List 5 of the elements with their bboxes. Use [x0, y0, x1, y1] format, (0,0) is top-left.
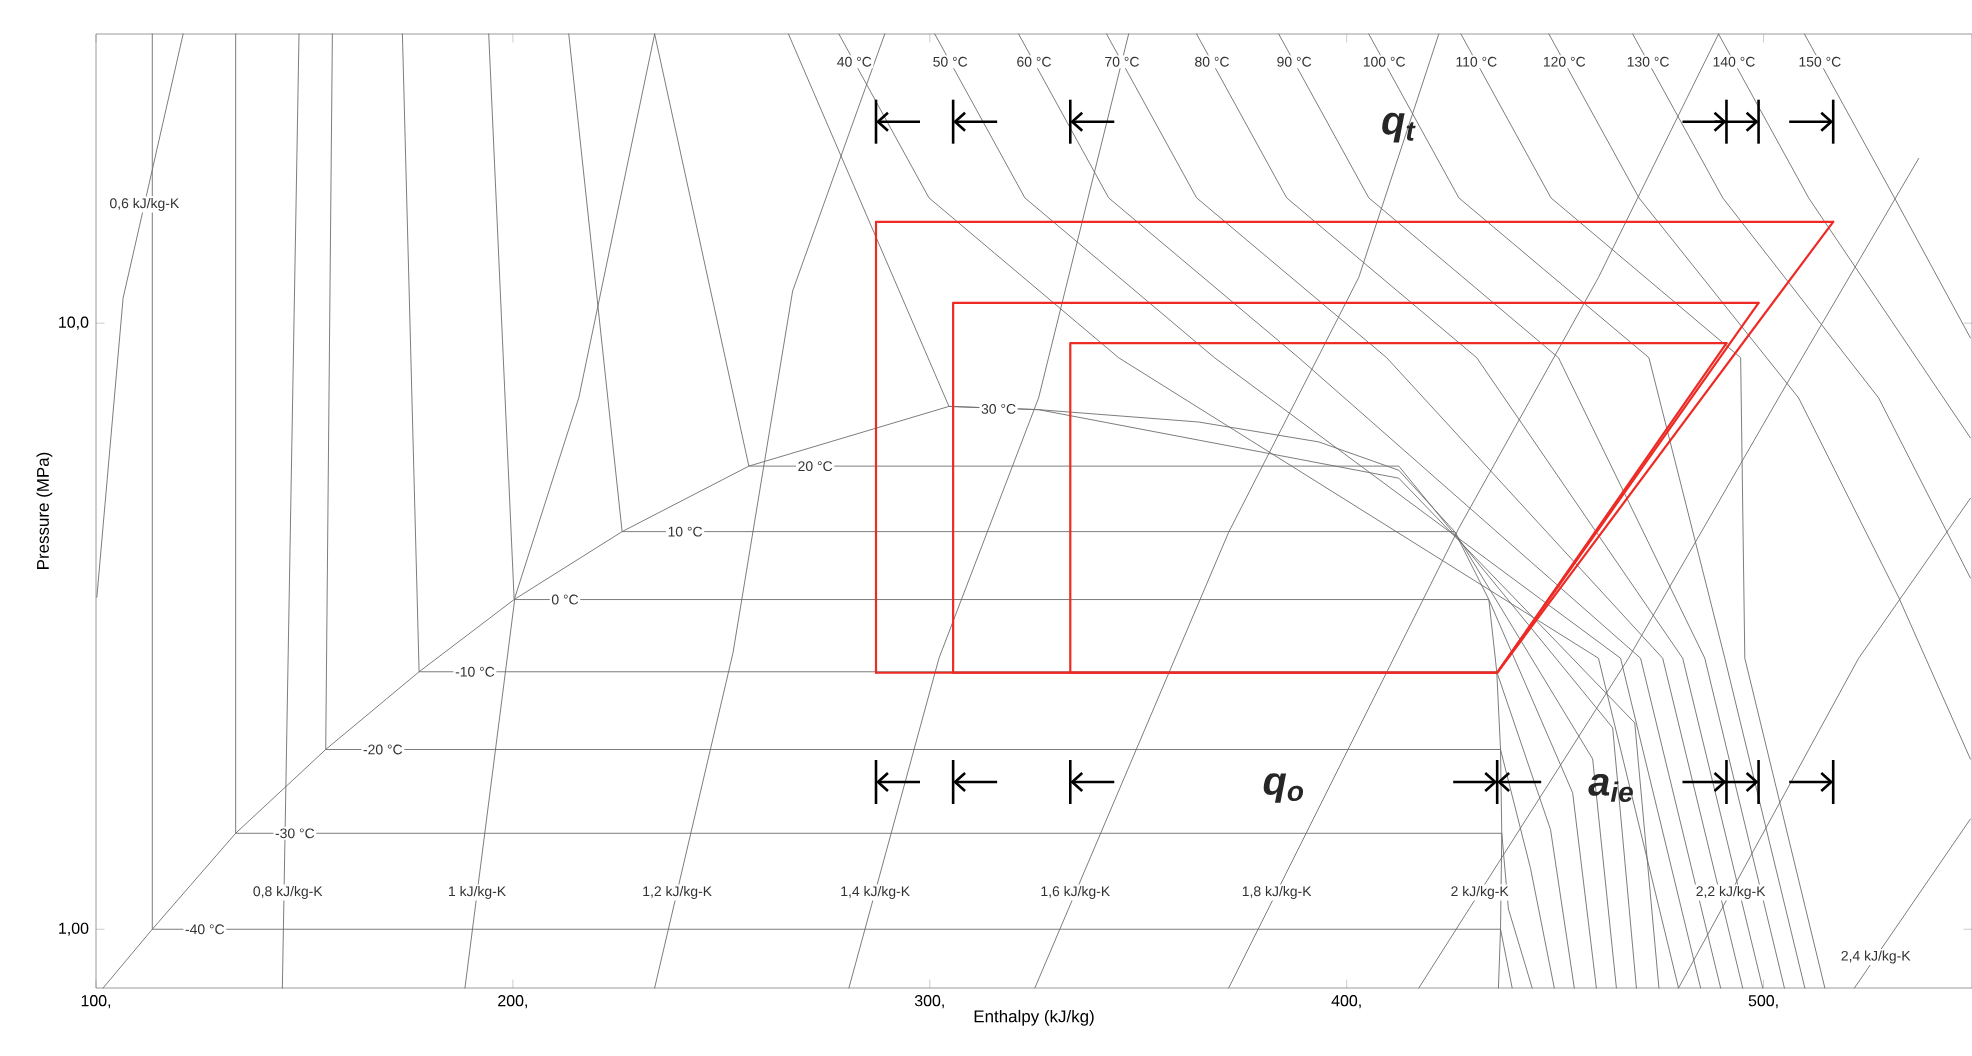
x-axis-title: Enthalpy (kJ/kg)	[974, 1009, 1094, 1026]
annotation: q$_{t}$	[1382, 112, 1416, 143]
y-axis-title: Pressure (MPa)	[36, 452, 53, 569]
annotation: a$_{ie}$	[1588, 774, 1633, 802]
annotation: q$_{o}$	[1263, 773, 1304, 803]
